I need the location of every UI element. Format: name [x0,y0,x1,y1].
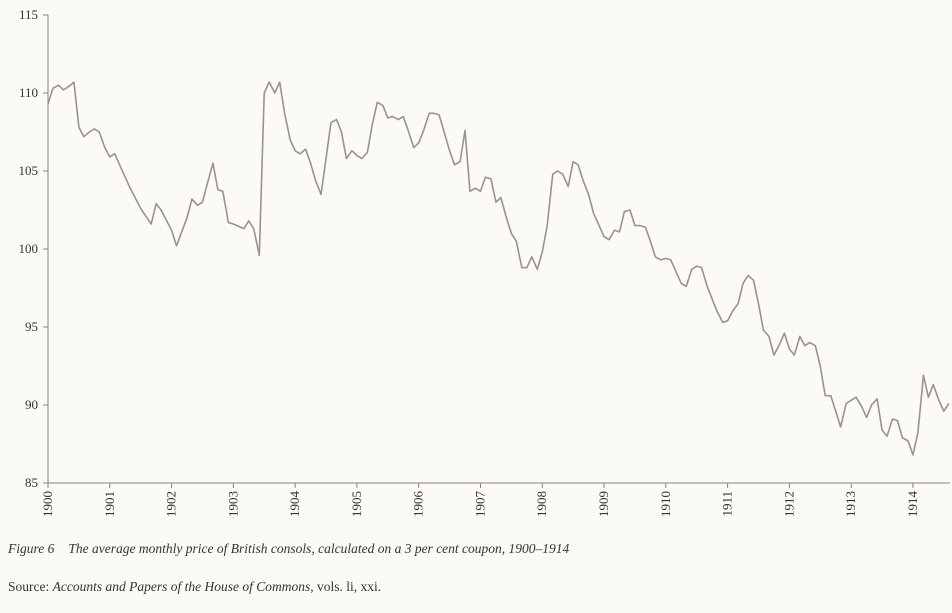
y-tick-label: 85 [25,475,38,490]
y-tick-label: 110 [19,85,38,100]
x-tick-label: 1900 [40,491,55,517]
x-tick-label: 1907 [472,491,487,518]
x-tick-label: 1908 [534,491,549,517]
x-tick-label: 1904 [287,491,302,518]
x-tick-label: 1910 [658,491,673,517]
x-tick-label: 1909 [596,491,611,517]
y-tick-label: 105 [19,163,39,178]
x-tick-label: 1905 [349,491,364,517]
x-tick-label: 1903 [225,491,240,517]
caption-label: Figure 6 [7,541,55,556]
x-tick-label: 1902 [164,491,179,517]
caption: Figure 6 The average monthly price of Bri… [7,541,570,556]
source-suffix: , vols. li, xxi. [310,579,381,594]
price-line [47,81,950,456]
x-tick-label: 1914 [905,491,920,518]
x-tick-label: 1906 [411,491,426,518]
y-tick-label: 115 [19,7,38,22]
caption-text: The average monthly price of British con… [68,541,569,556]
source-title: Accounts and Papers of the House of Comm… [52,579,311,594]
x-tick-label: 1913 [843,491,858,517]
x-tick-label: 1901 [102,491,117,517]
source: Source: Accounts and Papers of the House… [8,579,381,594]
source-prefix: Source: [8,579,49,594]
y-tick-label: 90 [25,397,38,412]
y-tick-label: 100 [19,241,39,256]
y-tick-label: 95 [25,319,38,334]
x-tick-label: 1911 [720,491,735,517]
x-tick-label: 1912 [781,491,796,517]
